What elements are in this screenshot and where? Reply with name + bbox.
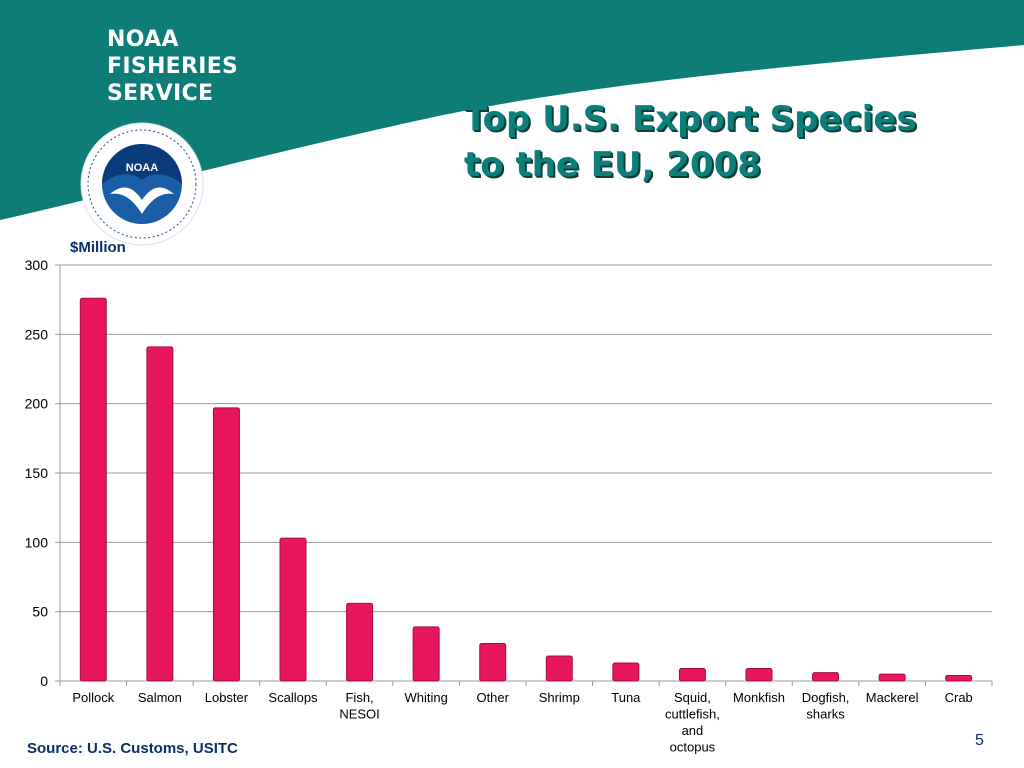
x-tick-label-line: Crab [945,690,973,705]
y-tick-label: 200 [25,396,49,412]
bar [479,643,507,682]
x-tick-label: Whiting [404,690,447,705]
bar [412,626,440,682]
x-tick-label-line: Whiting [404,690,447,705]
bars [79,297,973,682]
y-tick-label: 50 [32,604,48,620]
brand-line-2: FISHERIES [107,54,239,79]
bar [545,655,573,682]
x-tick-label: Scallops [268,690,318,705]
brand-wordmark: NOAA FISHERIES SERVICE [107,26,238,107]
x-tick-label: Other [476,690,509,705]
x-tick-label: Crab [945,690,973,705]
bar [678,668,706,682]
logo-text: NOAA [126,162,158,174]
source-note: Source: U.S. Customs, USITC [27,740,238,757]
brand-line-1: NOAA [107,27,179,52]
x-tick-label-line: Monkfish [733,690,785,705]
x-tick-label-line: Scallops [268,690,318,705]
slide-title-line-2: to the EU, 2008 [464,145,762,185]
x-tick-label: Tuna [611,690,641,705]
slide-title: Top U.S. Export Species to the EU, 2008 [464,96,917,188]
x-tick-label-line: Dogfish, [802,690,850,705]
y-axis-label: $Million [70,239,126,256]
x-tick-label-line: Salmon [138,690,182,705]
x-tick-label-line: Squid, [674,690,711,705]
x-tick-label: Dogfish, sharks [802,690,850,722]
teal-banner-shape [0,0,1024,220]
header-band [0,0,1024,220]
y-tick-label: 0 [40,673,48,689]
x-tick-labels: Pollock Salmon Lobster Scallops Fish, NESOI Wh… [72,690,972,755]
x-tick-label-line: octopus [670,740,716,755]
bar-chart: 0 50 100 150 200 250 300 Pollock Salmon Lobster S… [25,239,993,755]
bar [745,668,773,682]
x-tick-label-line: cuttlefish, [665,707,720,722]
bar [212,407,240,682]
bar [279,537,307,682]
bar [878,673,906,682]
x-tick-label: Monkfish [733,690,785,705]
x-tick-label-line: Other [476,690,509,705]
grid-lines [55,264,993,686]
y-tick-label: 250 [25,326,49,342]
page-number: 5 [975,732,984,749]
x-tick-label-line: Shrimp [539,690,580,705]
y-tick-label: 300 [25,257,49,273]
noaa-logo-icon: NOAA [80,122,204,246]
x-tick-label: Pollock [72,690,114,705]
x-tick-label: Squid, cuttlefish, and octopus [665,690,720,755]
x-tick-label-line: Tuna [611,690,641,705]
x-tick-label-line: Fish, [345,690,373,705]
x-tick-label: Shrimp [539,690,580,705]
bar [812,672,840,682]
x-tick-label-line: and [682,723,704,738]
x-tick-label-line: Mackerel [866,690,919,705]
x-tick-label-line: Pollock [72,690,114,705]
x-tick-label-line: NESOI [339,707,379,722]
x-tick-label: Lobster [205,690,249,705]
bar [146,346,174,682]
bar [346,602,374,682]
x-tick-label-line: Lobster [205,690,249,705]
bar [612,662,640,682]
x-tick-label: Fish, NESOI [339,690,379,722]
brand-line-3: SERVICE [107,81,214,106]
x-tick-label-line: sharks [806,707,845,722]
bar [79,297,107,682]
y-tick-label: 100 [25,534,49,550]
y-tick-labels: 0 50 100 150 200 250 300 [25,257,49,689]
y-tick-label: 150 [25,465,49,481]
x-tick-label: Mackerel [866,690,919,705]
x-tick-label: Salmon [138,690,182,705]
slide-title-line-1: Top U.S. Export Species [464,99,917,139]
bar [945,674,973,682]
